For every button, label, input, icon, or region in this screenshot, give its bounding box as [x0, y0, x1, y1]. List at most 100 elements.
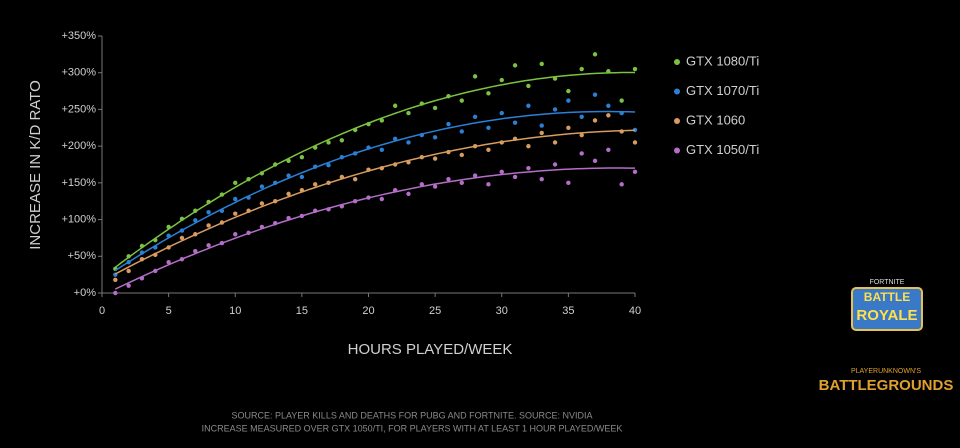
- point: [259, 184, 265, 189]
- point: [246, 230, 251, 235]
- point: [592, 158, 598, 164]
- point: [259, 201, 265, 206]
- point: [339, 174, 345, 180]
- point: [193, 232, 198, 237]
- point: [606, 103, 611, 108]
- point: [579, 114, 584, 119]
- trend-line: [114, 110, 636, 272]
- logo-badge: [851, 287, 923, 331]
- point: [313, 145, 318, 150]
- point: [459, 129, 464, 134]
- point: [313, 164, 318, 169]
- legend-label: GTX 1070/Ti: [686, 83, 759, 98]
- fortnite-logo: FORTNITE BATTLE ROYALE: [851, 279, 923, 331]
- point: [179, 228, 185, 233]
- x-axis-title: HOURS PLAYED/WEEK: [348, 341, 513, 358]
- point: [233, 211, 238, 216]
- point: [539, 123, 544, 128]
- logo-text: FORTNITE: [870, 279, 905, 286]
- legend-marker: [674, 147, 680, 154]
- y-tick-label: +50%: [68, 250, 97, 262]
- x-tick-label: 15: [296, 305, 308, 317]
- x-tick-label: 0: [99, 305, 105, 317]
- point: [352, 151, 358, 156]
- point: [299, 213, 305, 219]
- point: [446, 94, 451, 99]
- point: [153, 268, 158, 274]
- point: [592, 118, 598, 123]
- logo-text: PLAYERUNKNOWN'S: [851, 368, 921, 375]
- point: [326, 207, 331, 212]
- point: [166, 259, 171, 265]
- point: [392, 136, 398, 141]
- point: [552, 162, 558, 167]
- pubg-logo: PLAYERUNKNOWN'S BATTLEGROUNDS: [819, 368, 954, 394]
- trend-line: [114, 167, 635, 290]
- point: [566, 180, 571, 186]
- point: [379, 196, 385, 202]
- point: [419, 154, 424, 160]
- point: [579, 66, 584, 72]
- y-tick-label: +300%: [61, 67, 96, 79]
- point: [286, 173, 291, 178]
- point: [512, 63, 518, 68]
- point: [273, 221, 278, 226]
- point: [233, 180, 238, 186]
- point: [606, 69, 611, 74]
- point: [166, 233, 171, 238]
- y-tick-label: +100%: [61, 213, 96, 225]
- point: [326, 180, 331, 186]
- point: [419, 182, 424, 187]
- x-tick-label: 20: [362, 305, 374, 317]
- point: [366, 121, 371, 127]
- point: [193, 208, 198, 213]
- point: [126, 268, 131, 274]
- point: [139, 276, 145, 281]
- point: [406, 160, 411, 165]
- point: [179, 257, 185, 262]
- point: [339, 138, 345, 143]
- point: [273, 199, 278, 204]
- point: [539, 61, 544, 67]
- point: [233, 232, 238, 237]
- point: [539, 130, 544, 136]
- point: [432, 184, 438, 189]
- legend-marker: [674, 88, 680, 95]
- point: [406, 110, 411, 116]
- point: [446, 121, 451, 127]
- point: [339, 204, 345, 209]
- point: [273, 162, 278, 167]
- point: [632, 169, 638, 175]
- point: [552, 107, 558, 112]
- y-tick-label: +250%: [61, 103, 96, 115]
- point: [299, 154, 305, 160]
- legend-marker: [674, 59, 680, 65]
- logo-text: BATTLEGROUNDS: [819, 377, 954, 394]
- x-tick-label: 35: [562, 305, 574, 317]
- point: [179, 216, 185, 222]
- point: [113, 277, 118, 282]
- point: [499, 140, 504, 145]
- point: [153, 252, 158, 258]
- legend-marker: [674, 118, 680, 124]
- point: [392, 162, 398, 167]
- point: [113, 290, 118, 296]
- point: [632, 127, 638, 133]
- point: [139, 257, 145, 262]
- point: [419, 101, 424, 106]
- point: [592, 52, 598, 57]
- point: [206, 210, 211, 215]
- legend-label: GTX 1060: [686, 112, 745, 127]
- y-tick-label: +350%: [61, 30, 96, 42]
- point: [219, 240, 225, 246]
- point: [579, 132, 584, 138]
- point: [379, 165, 385, 171]
- point: [366, 195, 371, 200]
- point: [526, 83, 531, 89]
- point: [432, 135, 438, 140]
- x-tick-label: 5: [166, 305, 172, 317]
- y-tick-label: +0%: [74, 287, 97, 299]
- logo-text: ROYALE: [856, 307, 917, 324]
- point: [499, 169, 504, 175]
- point: [352, 199, 358, 204]
